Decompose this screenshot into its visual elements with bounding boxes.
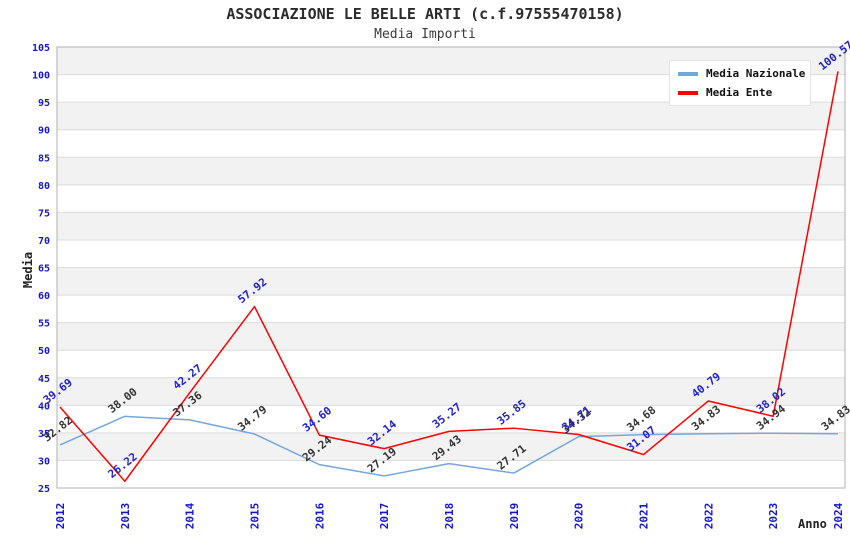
x-axis-tick-label: 2021: [638, 502, 651, 529]
plot-band: [57, 432, 845, 461]
media-ente-line: [59, 71, 839, 483]
plot-band: [57, 129, 845, 158]
y-axis-tick-label: 85: [38, 153, 50, 164]
x-axis-tick-label: 2020: [573, 503, 586, 530]
plot-band: [57, 350, 845, 378]
plot-band: [57, 184, 845, 213]
plot-band: [57, 295, 845, 323]
x-axis-tick-label: 2012: [54, 503, 67, 530]
y-axis-tick-label: 100: [32, 71, 50, 82]
y-axis-tick-label: 25: [38, 484, 50, 495]
legend: Media Nazionale Media Ente: [669, 60, 811, 106]
x-axis-tick-label: 2019: [508, 503, 521, 530]
plot-band: [57, 267, 845, 296]
legend-label: Media Ente: [706, 86, 773, 99]
x-axis-tick-label: 2017: [378, 503, 391, 530]
legend-line-swatch-blue: [678, 71, 698, 76]
plot-band: [57, 157, 845, 185]
legend-label: Media Nazionale: [706, 67, 806, 80]
x-axis-title: Anno: [798, 517, 827, 531]
x-axis-tick-label: 2014: [184, 502, 197, 529]
x-axis-tick-label: 2022: [702, 503, 715, 530]
y-axis-tick-label: 35: [38, 429, 50, 440]
chart-title: ASSOCIAZIONE LE BELLE ARTI (c.f.97555470…: [226, 5, 624, 23]
legend-line-swatch-red: [678, 90, 698, 95]
x-axis-tick-label: 2016: [313, 502, 326, 529]
x-axis-tick-label: 2023: [767, 503, 780, 530]
media-nazionale-line: [59, 415, 839, 477]
y-axis-title: Media: [21, 251, 35, 289]
x-axis-tick-label: 2015: [249, 503, 262, 530]
x-axis-tick-label: 2024: [832, 502, 845, 529]
y-axis-tick-label: 65: [38, 264, 50, 275]
plot-band: [57, 212, 845, 240]
plot-border: [56, 46, 846, 489]
y-axis-tick-label: 95: [38, 98, 50, 109]
y-axis-tick-label: 50: [38, 346, 50, 357]
y-axis-tick-label: 90: [38, 126, 50, 137]
y-axis-tick-label: 40: [38, 401, 50, 412]
y-axis-tick-label: 60: [38, 291, 50, 302]
plot-band: [57, 460, 845, 488]
chart-subtitle: Media Importi: [374, 27, 476, 42]
x-axis-tick-label: 2018: [443, 503, 456, 530]
legend-item-media-ente: Media Ente: [678, 83, 810, 102]
y-axis-tick-label: 45: [38, 374, 50, 385]
y-axis-tick-label: 75: [38, 208, 50, 219]
plot-band: [57, 102, 845, 130]
y-axis-tick-label: 105: [32, 43, 50, 54]
y-axis-tick-label: 30: [38, 456, 50, 467]
legend-item-media-nazionale: Media Nazionale: [678, 64, 810, 83]
y-axis-tick-label: 70: [38, 236, 50, 247]
y-axis-tick-label: 55: [38, 319, 50, 330]
plot-band: [57, 239, 845, 268]
plot-band: [57, 377, 845, 406]
plot-band: [57, 322, 845, 351]
x-axis-tick-label: 2013: [119, 503, 132, 530]
y-axis-tick-label: 80: [38, 181, 50, 192]
